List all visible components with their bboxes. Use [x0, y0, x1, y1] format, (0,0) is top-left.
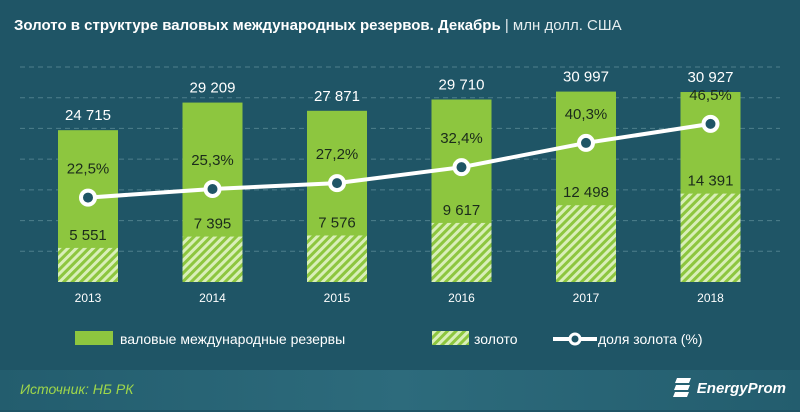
- gold-label: 7 395: [194, 216, 232, 233]
- reserves-label: 30 927: [688, 69, 734, 86]
- chart-svg: 24 715 5 551 22,5% 2013 29 209 7 395 25,3% 2014…: [20, 66, 780, 347]
- x-tick-label: 2013: [75, 291, 102, 305]
- share-label: 22,5%: [67, 161, 110, 178]
- x-tick-label: 2015: [324, 291, 351, 305]
- share-point: [203, 179, 222, 198]
- legend-label-gold: золото: [474, 331, 518, 347]
- title-text: Золото в структуре валовых международных…: [14, 17, 501, 34]
- share-label: 40,3%: [565, 106, 608, 123]
- gold-bar: [431, 222, 492, 282]
- logo-text: EnergyProm: [696, 379, 786, 397]
- share-label: 46,5%: [689, 87, 732, 104]
- x-tick-label: 2014: [199, 291, 226, 305]
- share-label: 25,3%: [191, 152, 234, 169]
- share-point: [79, 188, 97, 207]
- reserves-label: 29 209: [190, 80, 236, 97]
- logo-icon: [672, 378, 691, 397]
- chart-title: Золото в структуре валовых международных…: [14, 17, 622, 34]
- share-label: 27,2%: [316, 146, 359, 163]
- gold-label: 14 391: [688, 173, 734, 190]
- gold-bar: [307, 235, 367, 282]
- gold-label: 9 617: [443, 202, 481, 219]
- footer: Источник: НБ РК EnergyProm: [0, 370, 800, 410]
- legend-swatch-gold: [432, 331, 469, 345]
- x-tick-label: 2018: [697, 291, 724, 305]
- legend-label-reserves: валовые международные резервы: [120, 331, 345, 347]
- gold-bar: [556, 205, 616, 282]
- reserves-label: 29 710: [439, 76, 485, 93]
- legend-swatch-reserves: [75, 331, 113, 345]
- gold-label: 5 551: [69, 227, 107, 244]
- share-label: 32,4%: [440, 130, 483, 147]
- gold-label: 12 498: [563, 184, 609, 201]
- legend-marker-share: [568, 332, 582, 346]
- source-text: Источник: НБ РК: [20, 381, 134, 397]
- gold-bar: [182, 236, 243, 282]
- legend-label-share: доля золота (%): [598, 331, 703, 347]
- share-point: [452, 158, 471, 177]
- gold-bar: [58, 247, 118, 282]
- unit-text: | млн долл. США: [504, 17, 622, 34]
- x-tick-label: 2017: [573, 291, 600, 305]
- reserves-label: 27 871: [314, 88, 360, 105]
- share-line: [87, 121, 711, 200]
- energyprom-logo: EnergyProm: [672, 376, 786, 400]
- gold-label: 7 576: [318, 214, 356, 231]
- share-point: [328, 174, 346, 193]
- gold-bar: [680, 193, 741, 282]
- reserves-label: 24 715: [65, 107, 111, 124]
- share-point: [701, 114, 720, 133]
- x-tick-label: 2016: [448, 291, 475, 305]
- share-point: [577, 133, 595, 152]
- reserves-label: 30 997: [563, 69, 609, 86]
